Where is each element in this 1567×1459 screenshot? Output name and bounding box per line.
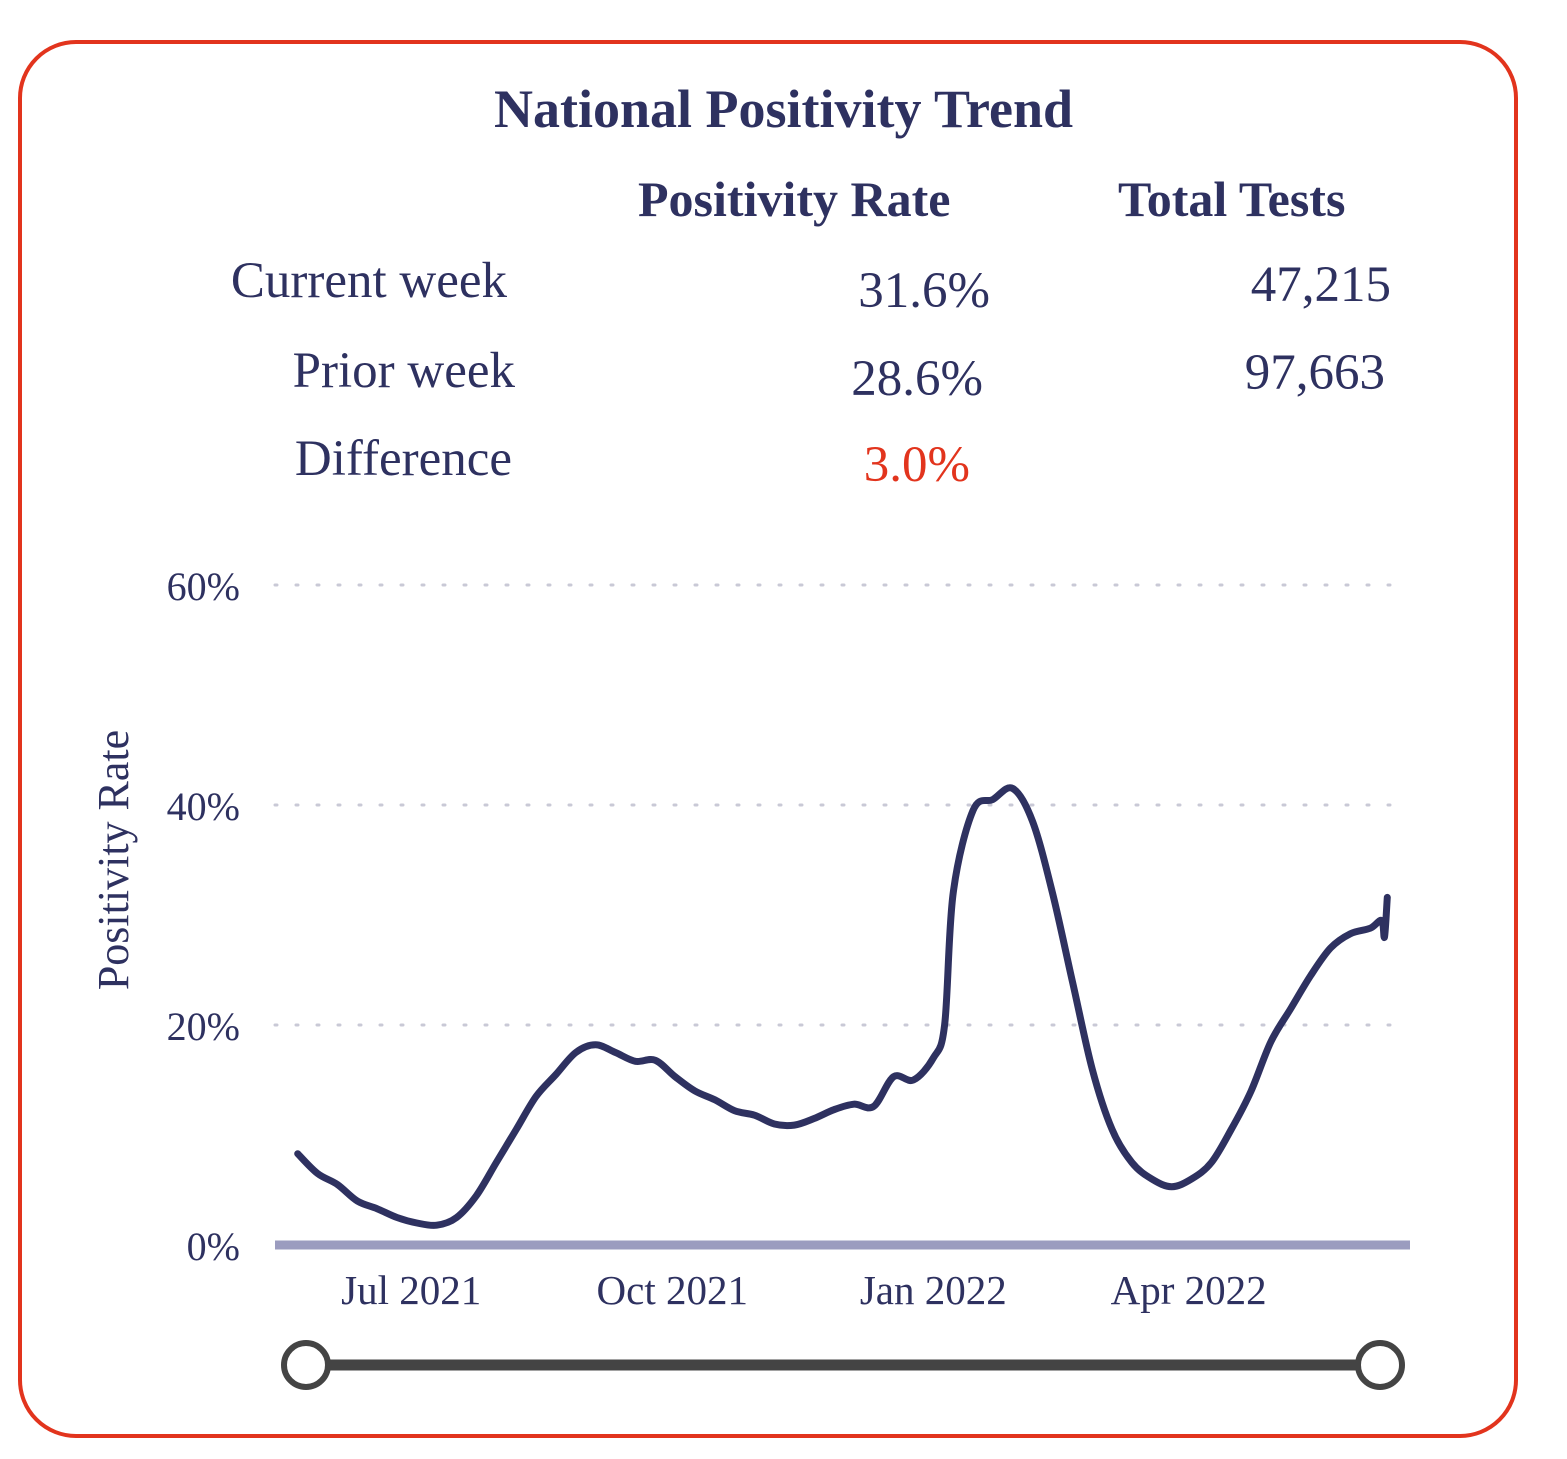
row-label-difference: Difference [294, 431, 512, 487]
y-tick-label: 20% [167, 1004, 240, 1049]
x-axis-ticks: Jul 2021 Oct 2021 Jan 2022 Apr 2022 [341, 1267, 1267, 1313]
y-tick-label: 60% [167, 564, 240, 609]
prior-week-rate: 28.6% [851, 351, 983, 407]
y-axis-label: Positivity Rate [89, 730, 138, 990]
column-header-positivity-rate: Positivity Rate [638, 171, 951, 227]
y-tick-label: 0% [187, 1224, 240, 1269]
row-label-prior-week: Prior week [292, 343, 515, 399]
row-label-current-week: Current week [230, 253, 507, 309]
y-tick-label: 40% [167, 784, 240, 829]
column-header-total-tests: Total Tests [1118, 171, 1346, 227]
x-tick-label: Jan 2022 [860, 1267, 1007, 1313]
chart-title: National Positivity Trend [493, 79, 1074, 139]
slider-handle-end[interactable] [1355, 1340, 1405, 1390]
chart-gridlines [273, 583, 1407, 1027]
slider-handle-start[interactable] [281, 1340, 331, 1390]
x-tick-label: Apr 2022 [1111, 1267, 1267, 1313]
series-line-positivity [294, 784, 1391, 1229]
chart-card [18, 40, 1518, 1438]
date-range-slider[interactable] [281, 1340, 1405, 1390]
current-week-tests: 47,215 [1250, 257, 1391, 313]
current-week-rate: 31.6% [858, 263, 990, 319]
prior-week-tests: 97,663 [1244, 345, 1385, 401]
x-tick-label: Jul 2021 [341, 1267, 481, 1313]
difference-rate: 3.0% [863, 437, 970, 493]
x-tick-label: Oct 2021 [597, 1267, 748, 1313]
y-axis-ticks: 0% 20% 40% 60% [167, 564, 240, 1269]
